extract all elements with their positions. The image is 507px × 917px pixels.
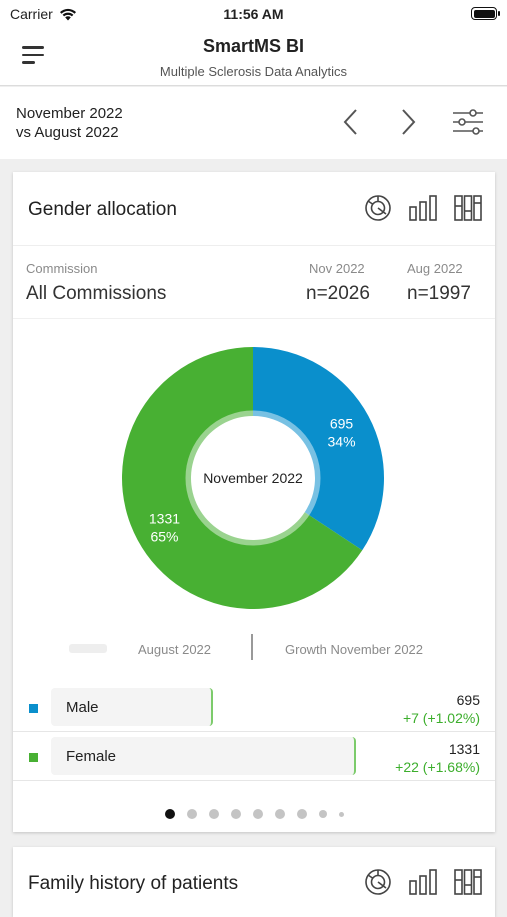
donut-slice-female[interactable] [121,347,363,609]
clock: 11:56 AM [223,6,284,22]
page-indicator[interactable] [13,808,495,820]
commission-label: Commission [26,261,98,276]
bar-chart-icon[interactable] [409,194,437,222]
page-dot[interactable] [186,809,197,819]
stacked-bar-icon[interactable] [454,194,482,222]
commission-value[interactable]: All Commissions [26,283,167,304]
card-title: Gender allocation [28,199,177,220]
pie-chart-icon[interactable] [364,194,392,222]
row-bar [51,737,356,775]
row-growth: +22 (+1.68%) [395,759,480,775]
period-current: November 2022 [16,105,123,122]
card-header: Gender allocation [13,172,495,246]
commission-row: Commission All Commissions Nov 2022 n=20… [13,247,495,319]
row-name: Female [66,748,117,765]
chart-type-switcher [364,868,482,896]
bar-chart-icon[interactable] [409,868,437,896]
page-dot[interactable] [274,809,285,819]
donut-chart-svg: 695 34% 1331 65% November 2022 [121,347,384,609]
page-dot[interactable] [252,809,263,819]
legend-divider [251,634,253,660]
gender-allocation-card: Gender allocation Co [13,172,495,832]
table-row[interactable]: Female 1331 +22 (+1.68%) [13,733,495,781]
nov-2022-count: n=2026 [306,283,370,304]
row-count: 695 [456,692,480,708]
hamburger-menu-icon[interactable] [22,46,44,64]
family-history-card: Family history of patients [13,847,495,917]
app-header: SmartMS BI Multiple Sclerosis Data Analy… [0,28,507,86]
comparison-ring [185,410,321,546]
aug-2022-count: n=1997 [407,283,471,304]
donut-hole [195,420,311,536]
legend-august-label: August 2022 [138,642,212,657]
page-dot[interactable] [296,809,307,819]
legend-swatch-august [69,644,107,653]
row-bar [51,688,213,726]
row-growth: +7 (+1.02%) [402,710,480,726]
page-dot[interactable] [338,811,344,817]
period-label: November 2022 vs August 2022 [16,104,123,142]
slice-percent-label: 34% [328,433,356,449]
donut-slice-male[interactable] [253,347,384,551]
aug-2022-label: Aug 2022 [407,261,463,276]
table-row[interactable]: Male 695 +7 (+1.02%) [13,684,495,732]
row-color-swatch [29,704,38,713]
donut-center-label: November 2022 [203,470,303,486]
row-name: Male [66,699,99,716]
row-color-swatch [29,753,38,762]
period-selector: November 2022 vs August 2022 [0,87,507,159]
chevron-left-icon[interactable] [336,107,366,137]
legend-growth-label: Growth November 2022 [285,642,424,657]
carrier-label: Carrier [10,6,53,22]
row-count: 1331 [448,741,480,757]
page-dot[interactable] [318,810,327,818]
slice-value-label: 1331 [149,511,180,527]
battery-icon [471,7,500,20]
pie-chart-icon[interactable] [364,868,392,896]
chart-type-switcher [364,194,482,222]
nov-2022-label: Nov 2022 [309,261,365,276]
sliders-icon[interactable] [451,107,485,137]
slice-percent-label: 65% [150,529,178,545]
app-subtitle: Multiple Sclerosis Data Analytics [159,64,348,79]
card-title: Family history of patients [28,873,239,894]
period-compare: vs August 2022 [16,124,119,141]
app-title: SmartMS BI [202,36,305,56]
donut-chart: 695 34% 1331 65% November 2022 [13,320,495,630]
stacked-bar-icon[interactable] [454,868,482,896]
page-dot[interactable] [230,809,241,819]
chevron-right-icon[interactable] [393,107,423,137]
chart-legend: August 2022 Growth November 2022 [13,634,495,664]
slice-value-label: 695 [330,415,354,431]
status-bar: Carrier 11:56 AM [0,0,507,28]
page-dot[interactable] [164,809,175,819]
wifi-icon [59,8,76,20]
page-dot[interactable] [208,809,219,819]
